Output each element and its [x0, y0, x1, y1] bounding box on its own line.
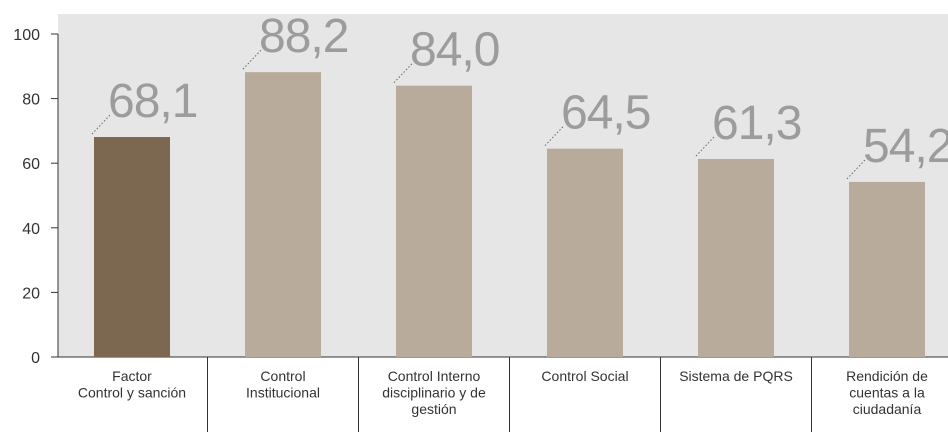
bar [698, 159, 774, 357]
bar [849, 181, 925, 357]
value-label: 68,1 [108, 75, 197, 128]
y-tick-label: 80 [22, 92, 40, 109]
value-label: 61,3 [712, 97, 801, 150]
category-label-line: Control Interno [388, 368, 481, 384]
category-label: Control Institucional [246, 368, 320, 401]
bar [396, 85, 472, 358]
category-label-line: gestión [411, 401, 456, 417]
category-label-line: Institucional [246, 385, 320, 401]
category-label: Control Interno disciplinario y de gestión [382, 368, 486, 417]
category-label: Control Social [541, 368, 628, 384]
y-tick-label: 60 [22, 156, 40, 173]
category-label-line: Control y sanción [78, 385, 186, 401]
y-tick-label: 100 [13, 27, 40, 44]
category-label-line: cuentas a la [849, 385, 925, 401]
value-leader-line [544, 126, 564, 147]
value-leader-line [91, 114, 111, 135]
category-label: Rendición de cuentas a la ciudadanía [846, 368, 928, 417]
plot-background [58, 14, 948, 357]
category-label-line: disciplinario y de [382, 385, 486, 401]
category-label-line: ciudadanía [853, 401, 922, 417]
value-label: 88,2 [259, 10, 348, 63]
category-label: Factor Control y sanción [78, 368, 186, 401]
value-label: 84,0 [410, 24, 499, 77]
y-tick-label: 20 [22, 285, 40, 302]
category-label-line: Factor [112, 368, 152, 384]
category-label-line: Control [260, 368, 305, 384]
category-label-line: Sistema de PQRS [679, 368, 793, 384]
y-tick-label: 0 [31, 350, 40, 367]
value-leader-line [846, 159, 866, 180]
value-leader-line [695, 136, 715, 157]
bar [547, 148, 623, 357]
value-leader-line [242, 49, 262, 70]
value-label: 54,2 [863, 120, 948, 173]
category-label: Sistema de PQRS [679, 368, 793, 384]
value-label: 64,5 [561, 87, 650, 140]
value-leader-line [393, 63, 413, 84]
bar [245, 72, 321, 357]
category-label-line: Control Social [541, 368, 628, 384]
bar [94, 137, 170, 357]
category-label-line: Rendición de [846, 368, 928, 384]
y-tick-label: 40 [22, 221, 40, 238]
